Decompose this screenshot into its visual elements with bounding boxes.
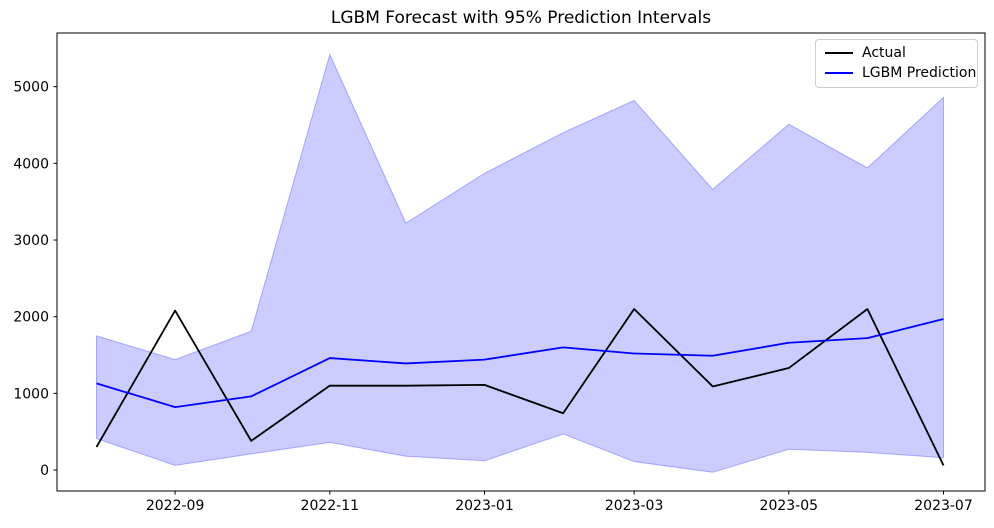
legend: Actual LGBM Prediction [815, 39, 978, 88]
x-tick-label: 2023-01 [455, 498, 514, 514]
legend-entry-actual: Actual [825, 45, 969, 61]
y-tick-label: 3000 [13, 233, 49, 249]
actual-line-sample [825, 52, 853, 54]
x-tick-label: 2023-03 [605, 498, 664, 514]
chart-title: LGBM Forecast with 95% Prediction Interv… [330, 8, 712, 28]
series-lines [95, 308, 945, 466]
axes [56, 32, 986, 492]
y-tick-label: 2000 [13, 310, 49, 326]
y-tick-label: 1000 [13, 386, 49, 402]
y-tick-label: 0 [40, 463, 49, 479]
tick-labels: 2022-09 2022-11 2023-01 2023-03 2023-05 2023-… [13, 80, 972, 514]
legend-label-prediction: LGBM Prediction [862, 65, 977, 81]
y-tick-label: 5000 [13, 80, 49, 96]
prediction-line-sample [825, 72, 853, 74]
axes-spines [56, 32, 986, 492]
actual-line [95, 308, 945, 466]
prediction-line [96, 318, 944, 409]
tick-marks [53, 86, 944, 495]
x-tick-label: 2022-09 [146, 498, 205, 514]
x-tick-label: 2022-11 [301, 498, 360, 514]
x-tick-label: 2023-07 [914, 498, 973, 514]
x-tick-label: 2023-05 [760, 498, 819, 514]
legend-entry-prediction: LGBM Prediction [825, 65, 976, 81]
prediction-interval-band [96, 53, 944, 473]
y-tick-label: 4000 [13, 156, 49, 172]
interval-band-polygon [96, 53, 944, 473]
legend-label-actual: Actual [862, 45, 906, 61]
